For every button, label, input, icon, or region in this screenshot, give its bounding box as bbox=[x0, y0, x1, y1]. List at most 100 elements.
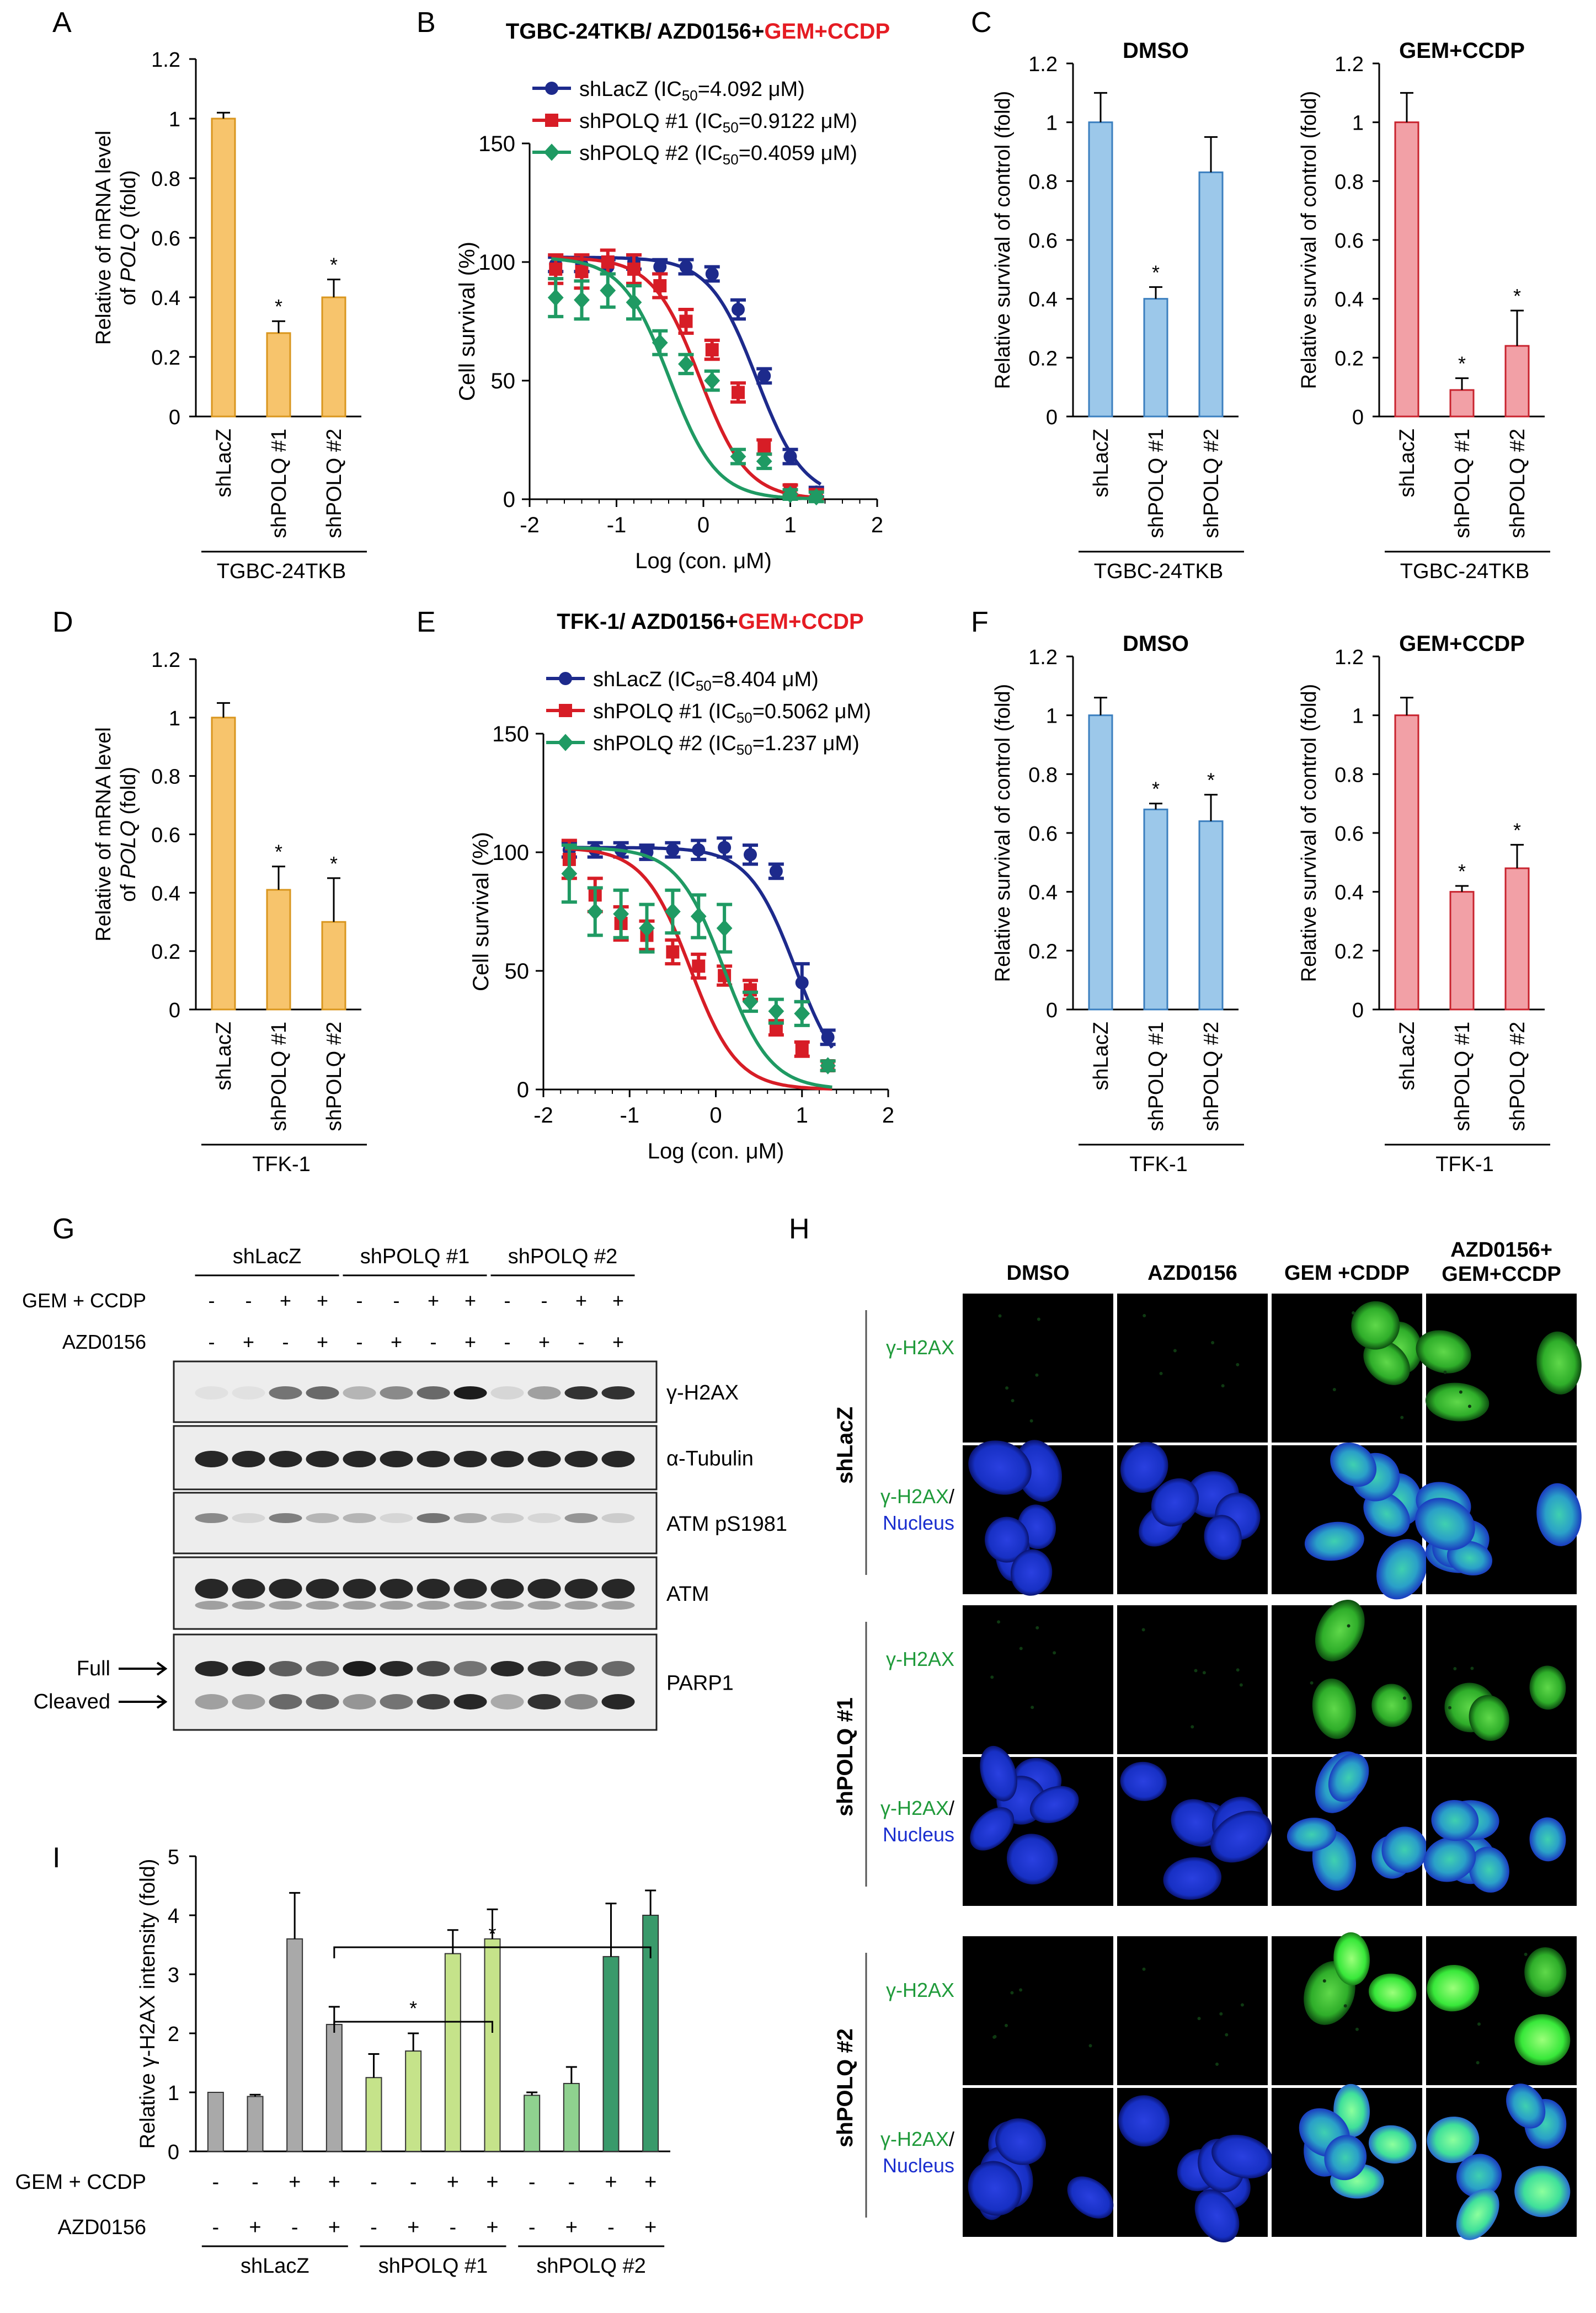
faint-signal bbox=[998, 1314, 1002, 1318]
y-tick-label: 1.2 bbox=[151, 649, 180, 672]
blot-band bbox=[453, 1601, 487, 1610]
y-tick-label: 0.6 bbox=[1028, 822, 1058, 846]
legend-text-a: shPOLQ #1 (IC bbox=[579, 110, 723, 133]
col-header: GEM +CDDP bbox=[1284, 1262, 1410, 1285]
nucleus bbox=[968, 2161, 1022, 2216]
band-label: γ-H2AX bbox=[666, 1381, 739, 1404]
y-tick-label: 0 bbox=[1352, 999, 1364, 1022]
blot-band bbox=[564, 1601, 598, 1610]
y-tick-label: 0.2 bbox=[151, 941, 180, 964]
marker-diamond bbox=[756, 452, 772, 470]
bar bbox=[1449, 389, 1475, 418]
y-tick-label: 0.2 bbox=[1028, 347, 1058, 370]
bar-chart-D: 0 0.2 0.4 0.6 0.8 1 1.2 shLacZ * shPOLQ #1 * shPOLQ… bbox=[92, 649, 367, 1176]
category-label: shPOLQ #2 bbox=[1200, 429, 1223, 538]
azd-sign: - bbox=[370, 2216, 377, 2239]
marker-diamond bbox=[794, 1005, 810, 1022]
nucleus bbox=[1415, 1498, 1475, 1551]
faint-signal bbox=[1037, 1317, 1040, 1321]
line-chart-B: 0 50 100 150 -2 -1 0 1 2 Log (con. μM) Cell surviv… bbox=[455, 19, 890, 573]
azd-sign: - bbox=[291, 2216, 298, 2239]
bar bbox=[1504, 345, 1530, 418]
y-tick-label: 3 bbox=[168, 1964, 179, 1987]
significance-mark: * bbox=[1458, 352, 1466, 375]
chart-title: DMSO bbox=[1123, 632, 1189, 656]
nucleus bbox=[1431, 1799, 1479, 1841]
marker-diamond bbox=[547, 289, 564, 307]
faint-signal bbox=[1476, 2061, 1480, 2065]
y-axis-label-line2: of POLQ (fold) bbox=[117, 170, 140, 306]
bar bbox=[1088, 714, 1113, 1011]
y-tick-label: 5 bbox=[168, 1846, 179, 1869]
azd-sign: - bbox=[450, 2216, 457, 2239]
marker-circle bbox=[732, 303, 745, 316]
blot-band bbox=[527, 1601, 561, 1610]
blot-band bbox=[195, 1386, 228, 1399]
bar-chart-A: 0 0.2 0.4 0.6 0.8 1 1.2 shLacZ * shPOLQ #1 * shPOLQ… bbox=[92, 49, 367, 583]
y-tick-label: 0 bbox=[168, 2141, 179, 2164]
category-label: shPOLQ #1 bbox=[1451, 1022, 1474, 1131]
legend-label: shLacZ (IC50=4.092 μM) bbox=[579, 78, 805, 104]
gem-sign: - bbox=[356, 1289, 363, 1312]
y-label-gene: POLQ bbox=[117, 224, 140, 282]
chart-title: GEM+CCDP bbox=[1399, 632, 1525, 656]
blot-band bbox=[527, 1694, 561, 1710]
faint-signal bbox=[1035, 1373, 1039, 1377]
nucleus bbox=[1067, 2176, 1114, 2219]
y-axis-label: Relative γ-H2AX intensity (fold) bbox=[136, 1859, 159, 2149]
bar bbox=[207, 2092, 224, 2152]
bar bbox=[321, 296, 346, 418]
legend-label: shPOLQ #1 (IC50=0.5062 μM) bbox=[593, 700, 871, 726]
category-label: shLacZ bbox=[1090, 429, 1113, 498]
y-tick-label: 1.2 bbox=[151, 49, 180, 72]
nucleus bbox=[1151, 1478, 1199, 1527]
azd-sign: + bbox=[328, 2216, 340, 2239]
y-tick-label: 0.8 bbox=[1028, 170, 1058, 194]
bar bbox=[563, 2082, 580, 2152]
legend-subscript: 50 bbox=[723, 119, 739, 136]
title-black: TFK-1/ AZD0156+ bbox=[557, 610, 738, 634]
y-tick-label: 100 bbox=[492, 841, 529, 865]
micrograph-green bbox=[1117, 1605, 1268, 1754]
nucleus bbox=[1163, 1857, 1222, 1900]
panel-label-C: C bbox=[971, 7, 992, 39]
y-tick-label: 1 bbox=[168, 2082, 179, 2105]
faint-signal bbox=[1448, 1706, 1451, 1710]
marker-square bbox=[757, 440, 771, 454]
bar-chart-F2: 0 0.2 0.4 0.6 0.8 1 1.2 shLacZ * shPOLQ #1 * shPOLQ… bbox=[1298, 632, 1550, 1176]
y-tick-label: 0 bbox=[169, 406, 180, 429]
azd-sign: + bbox=[249, 2216, 261, 2239]
nucleus bbox=[1506, 2084, 1546, 2129]
bar bbox=[1198, 820, 1224, 1011]
blot-band bbox=[490, 1386, 524, 1399]
blot-band bbox=[564, 1661, 598, 1676]
marker-square bbox=[627, 262, 640, 276]
marker-diamond bbox=[561, 865, 578, 883]
band-label: ATM bbox=[666, 1583, 709, 1606]
faint-signal bbox=[1467, 1404, 1471, 1408]
y-tick-label: 50 bbox=[505, 959, 530, 984]
row-label-azd: AZD0156 bbox=[57, 2216, 146, 2239]
row-label: shPOLQ #2 bbox=[833, 2028, 857, 2148]
azd-sign: - bbox=[356, 1331, 363, 1353]
blot-band bbox=[343, 1451, 376, 1467]
legend-subscript: 50 bbox=[736, 741, 752, 758]
faint-signal bbox=[1310, 1681, 1314, 1685]
fit-curve bbox=[551, 256, 821, 500]
blot-band bbox=[380, 1601, 413, 1610]
faint-signal bbox=[1477, 2022, 1481, 2026]
azd-sign: - bbox=[578, 1331, 585, 1353]
chart-title: GEM+CCDP bbox=[1399, 39, 1525, 63]
nucleus bbox=[1536, 1483, 1582, 1546]
group-label: TFK-1 bbox=[1435, 1153, 1494, 1176]
category-label: shPOLQ #1 bbox=[268, 429, 291, 538]
faint-signal bbox=[1322, 1979, 1326, 1983]
blot-band bbox=[527, 1386, 561, 1399]
y-tick-label: 1 bbox=[1046, 112, 1058, 135]
nucleus bbox=[1514, 2166, 1571, 2218]
y-tick-label: 0.6 bbox=[1335, 229, 1364, 253]
blot-band bbox=[527, 1513, 561, 1523]
title-red: GEM+CCDP bbox=[738, 610, 864, 634]
gamma-h2ax-nucleus bbox=[1351, 1301, 1400, 1350]
x-tick-label: 2 bbox=[871, 513, 883, 537]
